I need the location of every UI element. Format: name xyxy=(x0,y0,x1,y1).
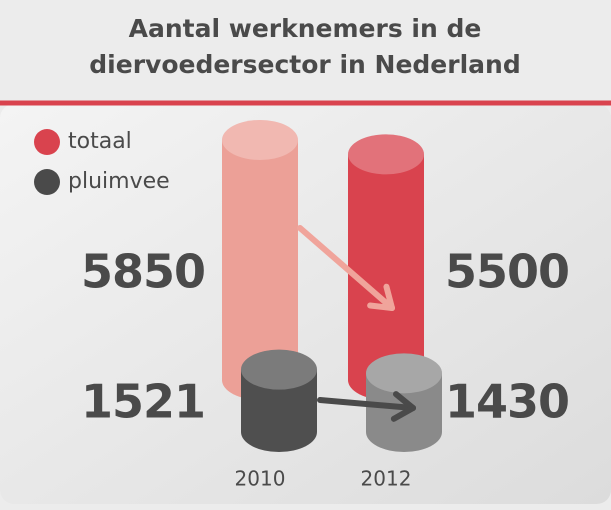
value-label: 5500 xyxy=(445,245,569,299)
cylinder-part xyxy=(222,140,298,380)
legend-label: totaal xyxy=(68,129,132,154)
cylinder-part xyxy=(241,350,317,390)
cylinder-part xyxy=(222,120,298,160)
cylinder-part xyxy=(348,154,424,380)
value-label: 1430 xyxy=(445,375,569,429)
chart-title: diervoedersector in Nederland xyxy=(89,50,520,79)
chart-title: Aantal werknemers in de xyxy=(129,14,482,43)
x-tick-label: 2012 xyxy=(361,467,412,491)
chart: Aantal werknemers in de diervoedersector… xyxy=(0,0,611,510)
arrow-head xyxy=(370,305,392,308)
x-tick-label: 2010 xyxy=(235,467,286,491)
legend-marker xyxy=(34,129,60,155)
legend-marker xyxy=(34,169,60,195)
legend-label: pluimvee xyxy=(68,169,170,194)
cylinder-part xyxy=(348,134,424,174)
value-label: 5850 xyxy=(81,245,205,299)
cylinder xyxy=(241,350,317,452)
value-label: 1521 xyxy=(81,375,205,429)
cylinder-part xyxy=(366,353,442,393)
